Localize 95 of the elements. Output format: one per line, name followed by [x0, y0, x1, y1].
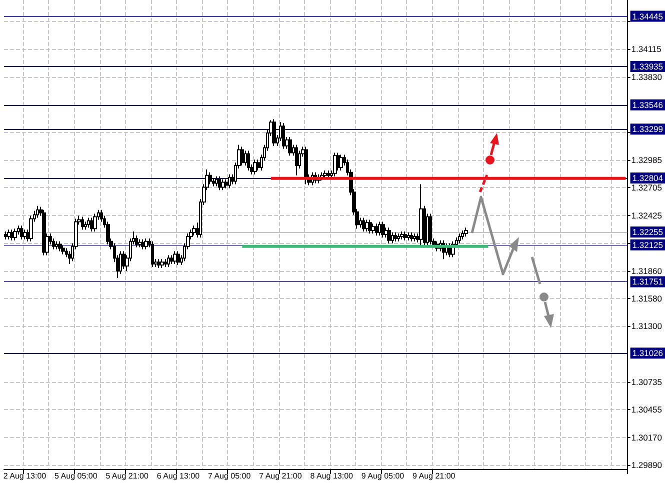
ref-line-label: 1.33546 [632, 100, 664, 110]
y-tick-label: 1.31860 [631, 266, 662, 276]
candlestick [144, 238, 148, 250]
candlestick [272, 118, 276, 146]
x-tick-label: 6 Aug 13:00 [156, 472, 200, 480]
y-tick-label: 1.31580 [631, 294, 662, 304]
y-tick-label: 1.30170 [631, 432, 662, 442]
candlestick [176, 250, 180, 266]
candlestick [244, 150, 247, 166]
y-tick-label: 1.30455 [631, 404, 662, 414]
candlestick [215, 176, 218, 187]
ref-line-label: 1.32255 [632, 227, 664, 238]
candlestick [288, 136, 292, 156]
candlestick [362, 217, 365, 232]
x-tick-label: 5 Aug 21:00 [106, 472, 149, 480]
candlestick [61, 244, 65, 255]
ref-line-label: 1.32125 [632, 240, 664, 250]
x-tick-label: 2 Aug 13:00 [3, 472, 47, 480]
y-tick-label: 1.32705 [631, 182, 662, 193]
candlestick [84, 221, 87, 230]
candlestick [170, 254, 174, 265]
candlestick [461, 230, 464, 240]
candlestick [160, 258, 164, 268]
candlestick [20, 225, 23, 240]
x-tick-label: 5 Aug 05:00 [54, 472, 98, 480]
y-tick-label: 1.33830 [631, 72, 662, 82]
candlestick [397, 233, 400, 242]
candlestick [295, 144, 298, 176]
candlestick [138, 238, 142, 248]
candlestick [410, 232, 413, 242]
candlestick [400, 231, 404, 240]
candlestick [157, 258, 161, 268]
ref-line-label: 1.33935 [632, 62, 664, 72]
candlestick [403, 231, 407, 241]
x-tick-label: 7 Aug 05:00 [208, 472, 252, 480]
candlestick [58, 240, 62, 252]
ref-line-label: 1.34445 [632, 11, 664, 22]
candlestick [93, 213, 97, 232]
candlestick [282, 122, 285, 150]
x-tick-label: 8 Aug 13:00 [310, 472, 354, 480]
candlestick [375, 223, 378, 236]
candlestick [304, 146, 308, 185]
ref-line-label: 1.32804 [632, 172, 664, 183]
candlestick [224, 178, 228, 189]
candlestick [13, 228, 17, 241]
candlestick [29, 215, 33, 242]
candlestick [381, 221, 385, 238]
candlestick [221, 178, 225, 191]
candlestick [141, 238, 145, 250]
candlestick [23, 229, 27, 240]
candlestick [429, 213, 432, 245]
y-tick-label: 1.29890 [631, 460, 662, 470]
candlestick [218, 176, 221, 191]
y-tick-label: 1.34115 [631, 44, 662, 54]
ref-line-label: 1.33299 [632, 124, 664, 134]
candlestick [167, 254, 170, 268]
x-tick-label: 9 Aug 05:00 [361, 472, 405, 480]
candlestick [135, 234, 138, 248]
y-tick-label: 1.32425 [631, 210, 662, 220]
candlestick [339, 154, 343, 171]
candlestick [151, 240, 154, 268]
candlestick [228, 174, 231, 189]
x-tick-label: 7 Aug 21:00 [259, 472, 302, 480]
y-tick-label: 1.32985 [631, 155, 662, 166]
candlestick [55, 240, 58, 250]
candlestick [458, 233, 461, 244]
y-tick-label: 1.30735 [631, 376, 662, 387]
ref-line-label: 1.31026 [632, 348, 664, 358]
candlestick [119, 250, 122, 274]
candlestick [323, 170, 327, 179]
candlestick [36, 205, 39, 218]
candlestick [247, 150, 250, 171]
candlestick [253, 159, 257, 175]
candlestick [87, 217, 90, 228]
candlestick [464, 227, 468, 237]
x-tick-label: 9 Aug 21:00 [412, 472, 456, 480]
candlestick [42, 209, 46, 256]
ref-line-label: 1.31751 [632, 276, 664, 287]
candlestick [240, 146, 244, 166]
candlestick [378, 221, 381, 236]
candlestick [192, 225, 196, 236]
candlestick [394, 232, 397, 242]
candlestick [419, 184, 423, 247]
candlestick [327, 170, 330, 179]
candlestick [407, 232, 410, 241]
candlestick [387, 227, 391, 244]
candlestick [413, 233, 416, 242]
candlestick [368, 219, 372, 234]
candlestick [371, 223, 375, 234]
candlestick [4, 231, 7, 240]
candlestick [81, 216, 84, 230]
y-tick-label: 1.31300 [631, 321, 662, 332]
candlestick [7, 229, 11, 240]
candlestick [52, 238, 55, 250]
candlestick [164, 258, 167, 268]
